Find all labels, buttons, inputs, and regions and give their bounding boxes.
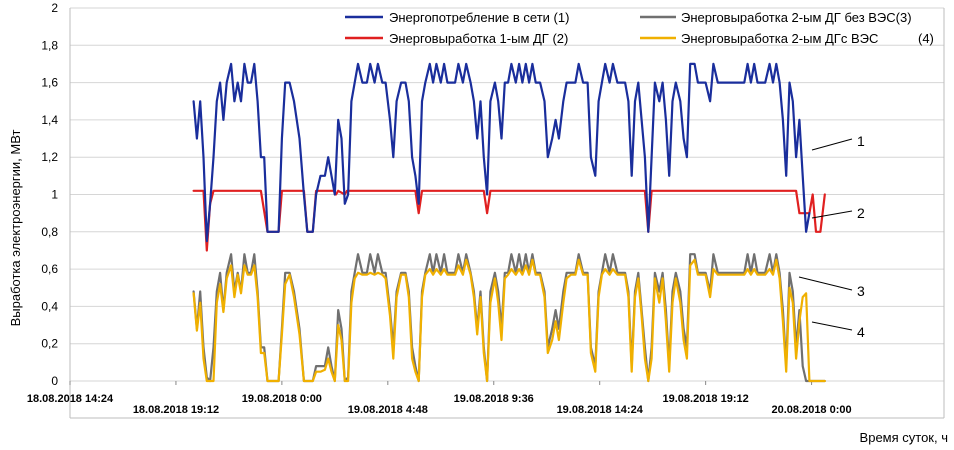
x-axis-label: Время суток, ч [860, 430, 948, 445]
annotation-leader-2 [811, 210, 853, 219]
annotation-leader-3 [798, 276, 853, 291]
legend-label-s1: Энергопотребление в сети (1) [389, 10, 569, 25]
annotation-4: 4 [857, 324, 865, 340]
x-tick-label: 18.08.2018 19:12 [133, 404, 219, 416]
x-axis-ticks: 18.08.2018 14:24 18.08.2018 19:12 19.08.20… [27, 381, 852, 416]
y-tick-label: 0,6 [41, 262, 58, 276]
annotation-3: 3 [857, 283, 865, 299]
annotation-2: 2 [857, 205, 865, 221]
series-group [192, 62, 826, 383]
y-tick-label: 0,8 [41, 225, 58, 239]
x-tick-label: 18.08.2018 14:24 [27, 393, 114, 405]
y-axis-ticks: 0 0,2 0,4 0,6 0,8 1 1,2 1,4 1,6 1,8 2 [41, 1, 58, 388]
legend-label-s2: Энерговыработка 1-ым ДГ (2) [389, 31, 568, 46]
y-tick-label: 1,2 [41, 150, 58, 164]
y-tick-label: 0 [51, 374, 58, 388]
series-annotations: 1 2 3 4 [798, 133, 865, 340]
x-tick-label: 19.08.2018 9:36 [454, 393, 534, 405]
series-line-s4 [192, 258, 826, 383]
grid-lines [69, 7, 945, 419]
legend-label-s4: Энерговыработка 2-ым ДГс ВЭС [681, 31, 878, 46]
x-tick-label: 19.08.2018 19:12 [663, 393, 749, 405]
x-tick-label: 19.08.2018 4:48 [348, 404, 428, 416]
annotation-leader-1 [811, 138, 853, 151]
y-tick-label: 0,4 [41, 299, 58, 313]
y-tick-label: 1,4 [41, 113, 58, 127]
y-tick-label: 0,2 [41, 337, 58, 351]
series-line-s2 [192, 189, 826, 252]
annotation-leader-4 [811, 321, 853, 331]
legend-label-s4-number: (4) [918, 31, 934, 46]
legend-label-s3: Энерговыработка 2-ым ДГ без ВЭС(3) [681, 10, 912, 25]
y-tick-label: 1 [51, 188, 58, 202]
y-tick-label: 1,6 [41, 76, 58, 90]
annotation-1: 1 [857, 133, 865, 149]
x-tick-label: 19.08.2018 0:00 [242, 393, 322, 405]
y-tick-label: 2 [51, 1, 58, 15]
legend: Энергопотребление в сети (1) Энерговыраб… [345, 10, 934, 46]
series-line-s1 [192, 62, 811, 243]
x-tick-label: 20.08.2018 0:00 [772, 404, 852, 416]
y-tick-label: 1,8 [41, 38, 58, 52]
y-axis-label: Выработка электроэнергии, МВт [8, 130, 23, 327]
x-tick-label: 19.08.2018 14:24 [557, 404, 644, 416]
